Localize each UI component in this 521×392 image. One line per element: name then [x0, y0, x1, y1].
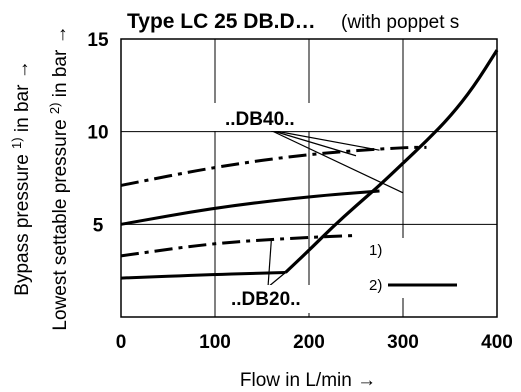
- x-axis-label: Flow in L/min →: [240, 370, 376, 391]
- y-tick-label: 15: [87, 30, 109, 51]
- y-axis-label-bypass: Bypass pressure 1) in bar →: [9, 60, 33, 295]
- series-line-0-dash-dot: [121, 147, 427, 185]
- label-leader-line: [268, 239, 271, 287]
- x-tick-label: 100: [199, 332, 231, 353]
- label-leader-line: [270, 130, 380, 150]
- db20-label: ..DB20..: [231, 289, 301, 310]
- y-tick-label: 5: [93, 215, 104, 236]
- label-leader-line: [268, 273, 286, 287]
- legend-key-2: 2): [369, 277, 382, 294]
- x-tick-label: 400: [481, 332, 513, 353]
- db40-label: ..DB40..: [225, 109, 295, 130]
- y-tick-label: 10: [87, 123, 108, 144]
- x-tick-label: 300: [387, 332, 419, 353]
- chart-title: Type LC 25 DB.D…: [127, 10, 316, 33]
- chart-subtitle: (with poppet s: [341, 12, 459, 33]
- x-tick-label: 200: [293, 332, 325, 353]
- series-line-3-solid: [121, 273, 286, 279]
- label-leader-line: [270, 130, 403, 193]
- legend-key-1: 1): [369, 242, 382, 259]
- y-axis-label-lowest: Lowest settable pressure 2) in bar →: [47, 25, 71, 330]
- x-tick-label: 0: [116, 332, 127, 353]
